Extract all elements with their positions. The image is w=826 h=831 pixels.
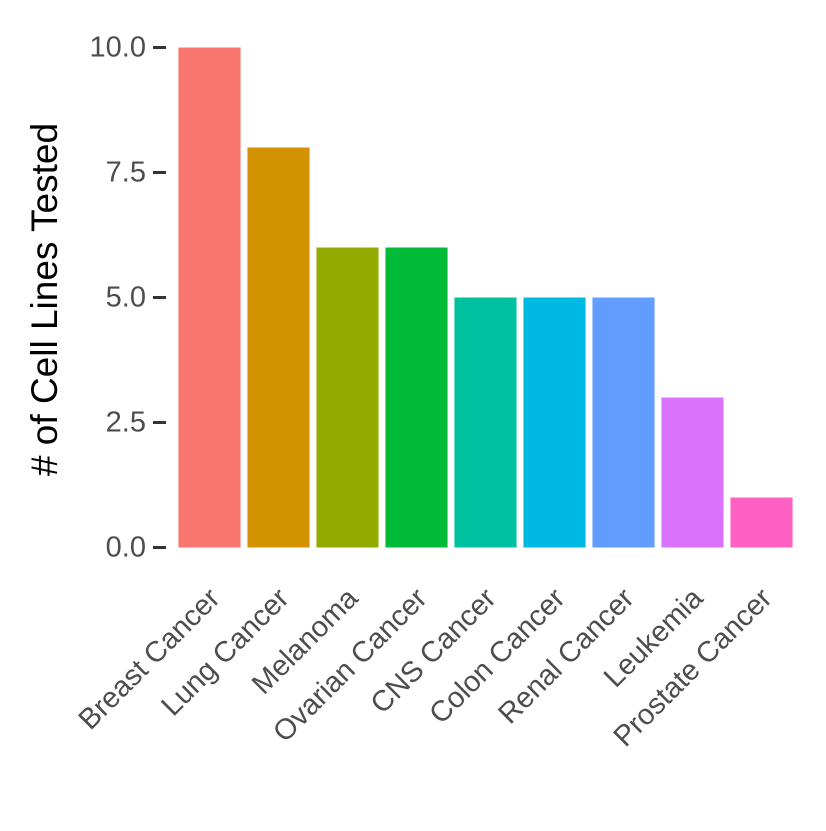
bar-lung-cancer — [247, 147, 310, 548]
y-axis-title: # of Cell Lines Tested — [24, 123, 65, 476]
plot-bars — [178, 47, 793, 548]
bar-cns-cancer — [454, 297, 517, 548]
y-axis: 0.0 2.5 5.0 7.5 10.0 — [90, 32, 166, 564]
y-tick-label: 5.0 — [106, 282, 146, 314]
bar-breast-cancer — [178, 47, 241, 548]
y-tick-label: 7.5 — [106, 157, 146, 189]
y-tick-label: 0.0 — [106, 532, 146, 564]
bar-melanoma — [316, 247, 379, 548]
bar-prostate-cancer — [730, 497, 793, 548]
bar-renal-cancer — [592, 297, 655, 548]
bar-ovarian-cancer — [385, 247, 448, 548]
bar-leukemia — [661, 397, 724, 548]
y-tick-label: 10.0 — [90, 32, 146, 64]
y-tick-label: 2.5 — [106, 407, 146, 439]
bar-colon-cancer — [523, 297, 586, 548]
